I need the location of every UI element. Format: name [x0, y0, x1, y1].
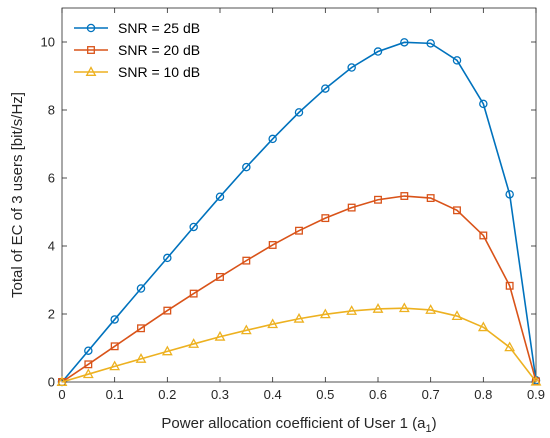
series-1	[58, 192, 540, 386]
data-point	[347, 63, 356, 72]
data-point	[242, 256, 251, 265]
data-point	[319, 308, 331, 319]
data-point	[110, 342, 119, 351]
x-tick-label: 0.8	[474, 387, 492, 402]
x-axis-label-main: Power allocation coefficient of User 1 (…	[161, 415, 426, 432]
legend-label: SNR = 20 dB	[118, 42, 200, 58]
data-point	[84, 360, 93, 369]
x-tick-label: 0.7	[422, 387, 440, 402]
data-point	[425, 304, 437, 314]
data-point	[216, 272, 224, 281]
data-point	[452, 56, 462, 65]
legend-item-2: SNR = 10 dB	[74, 64, 200, 80]
data-point	[453, 206, 461, 215]
series-0	[57, 38, 541, 387]
data-point	[321, 214, 330, 223]
data-point	[347, 203, 356, 212]
legend-marker	[86, 23, 96, 33]
data-point	[479, 231, 488, 240]
data-point	[82, 368, 94, 379]
data-point	[294, 108, 304, 117]
series-group	[56, 38, 542, 387]
y-tick-label: 2	[48, 307, 55, 322]
x-tick-label: 0.4	[264, 387, 282, 402]
data-point	[374, 195, 382, 204]
data-point	[84, 346, 93, 355]
legend-marker	[87, 46, 95, 54]
data-point	[477, 321, 489, 332]
data-point	[504, 341, 516, 352]
data-point	[400, 38, 409, 47]
data-point	[321, 84, 330, 93]
legend: SNR = 25 dB SNR = 20 dB SNR = 10 dB	[74, 20, 200, 80]
legend-label: SNR = 25 dB	[118, 20, 200, 36]
x-tick-label: 0	[58, 387, 65, 402]
data-point	[135, 353, 147, 363]
series-line	[61, 195, 537, 383]
legend-item-0: SNR = 25 dB	[74, 20, 200, 36]
axes: 0 0.1 0.2 0.3 0.4 0.5 0.6 0.7 0.8 0.9 0 2 4 6 8 10	[41, 7, 545, 402]
data-point	[400, 192, 409, 200]
x-tick-label: 0.1	[106, 387, 124, 402]
legend-marker	[85, 66, 97, 76]
y-axis-label: Total of EC of 3 users [bit/s/Hz]	[9, 92, 26, 298]
series-line	[61, 307, 537, 383]
data-point	[163, 306, 172, 315]
legend-item-1: SNR = 20 dB	[74, 42, 200, 58]
x-axis-label: Power allocation coefficient of User 1 (…	[161, 415, 436, 435]
series-2	[56, 302, 542, 386]
data-point	[110, 315, 119, 324]
y-tick-label: 10	[41, 35, 55, 50]
x-axis-label-suffix: )	[432, 415, 437, 432]
data-point	[346, 305, 358, 315]
data-point	[188, 338, 200, 348]
data-point	[109, 360, 121, 371]
x-axis-label-subscript: 1	[425, 423, 431, 435]
data-point	[398, 302, 410, 313]
data-point	[240, 324, 252, 335]
y-tick-label: 6	[48, 171, 55, 186]
data-point	[268, 134, 277, 144]
data-point	[214, 330, 226, 341]
data-point	[189, 222, 198, 232]
x-tick-label: 0.2	[158, 387, 176, 402]
data-point	[293, 312, 305, 323]
data-point	[268, 241, 277, 249]
x-tick-label: 0.5	[316, 387, 334, 402]
data-point	[267, 318, 279, 329]
data-point	[295, 226, 303, 235]
x-tick-label: 0.6	[369, 387, 387, 402]
y-tick-label: 8	[48, 103, 55, 118]
data-point	[505, 190, 514, 199]
data-point	[136, 284, 146, 293]
data-point	[215, 192, 225, 201]
data-point	[56, 376, 68, 386]
data-point	[479, 99, 488, 109]
data-point	[163, 253, 172, 263]
data-point	[373, 47, 383, 56]
y-tick-label: 0	[48, 375, 55, 390]
data-point	[426, 194, 435, 203]
y-tick-label: 4	[48, 239, 55, 254]
plot-frame	[61, 7, 537, 383]
data-point	[505, 281, 514, 290]
series-line	[61, 41, 537, 383]
data-point	[242, 162, 251, 172]
data-point	[161, 345, 173, 356]
data-point	[426, 39, 435, 48]
data-point	[137, 324, 145, 333]
x-tick-label: 0.9	[527, 387, 545, 402]
data-point	[451, 310, 463, 320]
data-point	[189, 289, 198, 298]
data-point	[530, 375, 542, 386]
data-point	[372, 303, 384, 313]
x-tick-label: 0.3	[211, 387, 229, 402]
legend-label: SNR = 10 dB	[118, 64, 200, 80]
